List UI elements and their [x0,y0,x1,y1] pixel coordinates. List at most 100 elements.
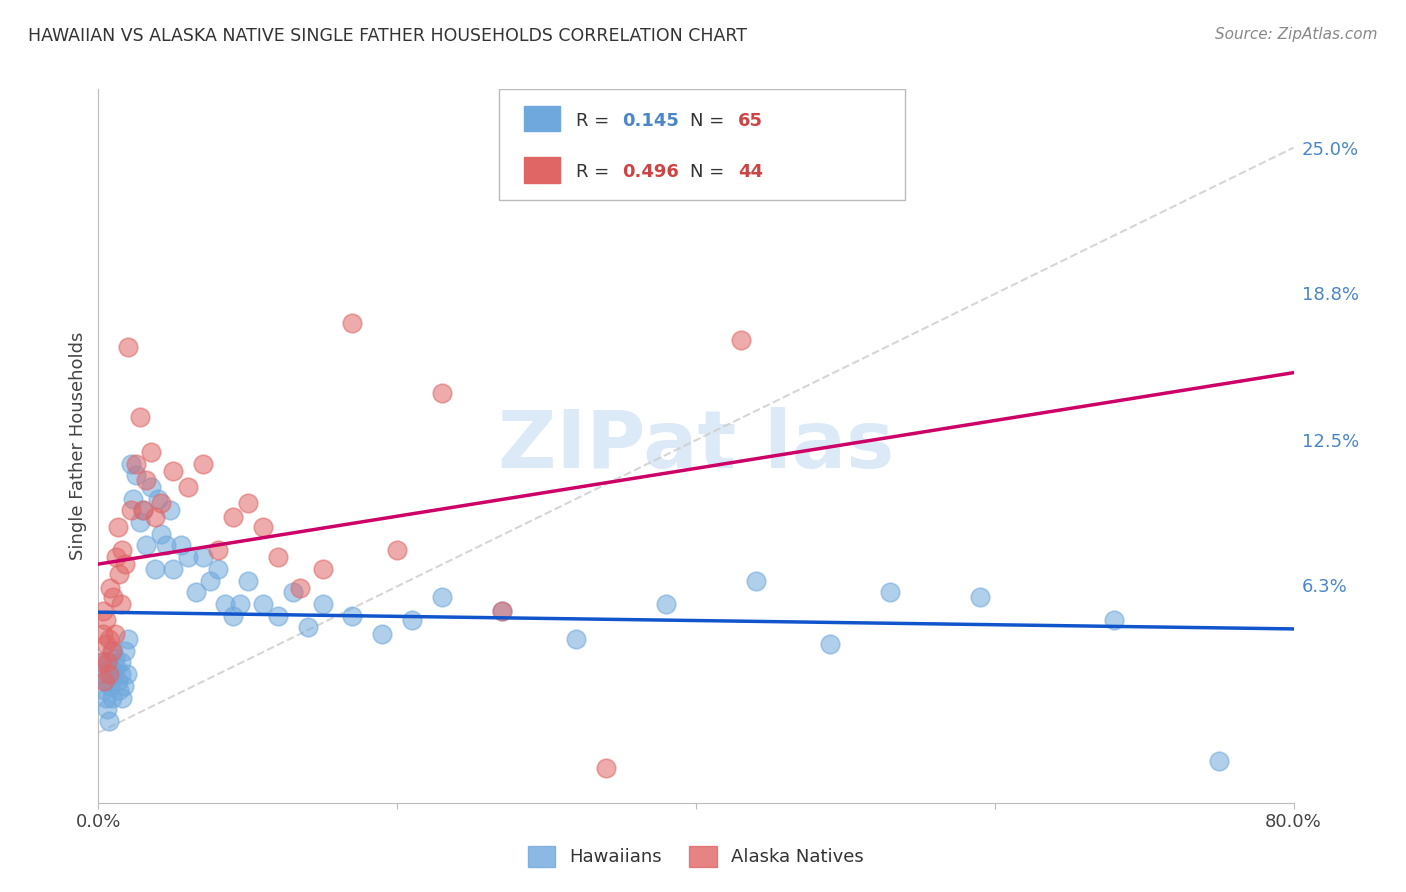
FancyBboxPatch shape [524,106,560,131]
Point [129,409,152,424]
Point [222,608,245,623]
Point [150,496,173,510]
Point [297,620,319,634]
Point [97,656,120,670]
Point [90,667,112,681]
Point [121,491,143,506]
Point [94,637,117,651]
Point [730,333,752,347]
Point [595,761,617,775]
Point [281,585,304,599]
Point [96,702,118,716]
Point [159,503,181,517]
Point [1104,613,1126,627]
Point [236,574,259,588]
Point [101,644,124,658]
Text: 0.496: 0.496 [621,163,679,181]
Legend: Hawaiians, Alaska Natives: Hawaiians, Alaska Natives [519,837,873,876]
Point [97,714,120,728]
Text: Source: ZipAtlas.com: Source: ZipAtlas.com [1215,27,1378,42]
Point [252,597,274,611]
Point [120,457,142,471]
Point [169,538,191,552]
Point [139,445,162,459]
Point [342,316,364,330]
Point [114,644,136,658]
Text: R =: R = [576,112,616,129]
Point [565,632,588,646]
Point [96,656,118,670]
Point [236,496,259,510]
Point [162,562,184,576]
Point [110,656,132,670]
Point [288,581,311,595]
Point [184,585,207,599]
Point [150,526,173,541]
Point [207,543,229,558]
Point [91,656,114,670]
Point [162,464,184,478]
Point [879,585,901,599]
FancyBboxPatch shape [499,89,905,200]
Point [111,690,134,705]
Point [148,491,170,506]
Point [214,597,236,611]
Point [103,644,125,658]
Point [108,683,131,698]
Point [655,597,678,611]
Point [105,550,128,565]
Point [115,667,138,681]
Point [191,457,214,471]
Text: N =: N = [690,112,730,129]
Point [1208,754,1230,768]
Point [385,543,409,558]
Point [222,510,245,524]
FancyBboxPatch shape [524,157,560,183]
Point [94,613,117,627]
Point [97,667,120,681]
Point [93,683,115,698]
Point [103,667,125,681]
Point [110,597,132,611]
Point [104,650,127,665]
Text: R =: R = [576,163,616,181]
Point [143,510,166,524]
Text: 44: 44 [738,163,763,181]
Point [267,550,290,565]
Point [100,679,122,693]
Point [132,503,155,517]
Point [491,604,513,618]
Point [177,550,200,565]
Text: ZIPat las: ZIPat las [498,407,894,485]
Point [117,340,139,354]
Point [101,690,124,705]
Point [311,597,333,611]
Point [111,543,134,558]
Point [91,604,114,618]
Point [155,538,177,552]
Point [820,637,842,651]
Point [342,608,364,623]
Point [100,581,122,595]
Point [135,538,157,552]
Text: 65: 65 [738,112,763,129]
Point [430,590,453,604]
Text: 0.145: 0.145 [621,112,679,129]
Point [252,519,274,533]
Point [229,597,252,611]
Point [97,632,120,646]
Point [200,574,222,588]
Point [100,660,122,674]
Y-axis label: Single Father Households: Single Father Households [69,332,87,560]
Point [120,503,142,517]
Point [177,480,200,494]
Point [112,679,135,693]
Point [117,632,139,646]
Point [135,473,157,487]
Point [129,515,152,529]
Point [93,674,115,689]
Point [94,690,117,705]
Point [191,550,214,565]
Point [430,386,453,401]
Point [745,574,768,588]
